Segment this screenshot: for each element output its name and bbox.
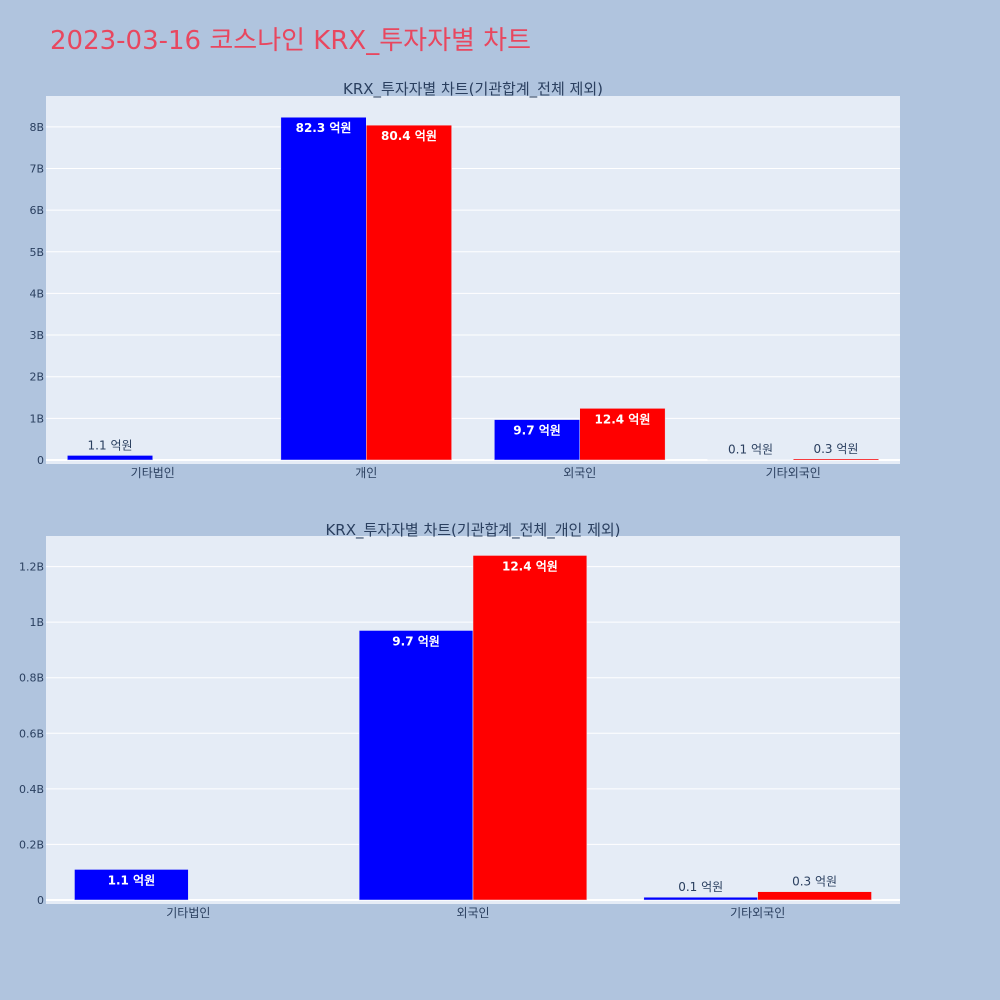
data-label: 0.1 억원: [678, 880, 723, 894]
data-label: 0.3 억원: [813, 442, 858, 456]
y-tick-label: 0.2B: [19, 838, 44, 851]
data-label: 9.7 억원: [392, 634, 440, 648]
bar: [643, 896, 758, 901]
data-label: 0.1 억원: [728, 443, 773, 457]
bar: [757, 891, 872, 901]
y-tick-label: 0: [37, 454, 44, 467]
y-tick-label: 6B: [29, 204, 44, 217]
data-label: 1.1 억원: [108, 873, 156, 887]
y-tick-label: 1.2B: [19, 561, 44, 574]
chart-title: KRX_투자자별 차트(기관합계_전체_개인 제외): [325, 521, 620, 540]
bar: [579, 408, 666, 461]
chart-1: 0 1B 2B 3B 4B 5B 6B 7B 8B KRX_투자자별 차트(기관합계_전체 제외)…: [29, 80, 900, 480]
plot-area: [46, 96, 900, 464]
data-label: 80.4 억원: [381, 129, 437, 143]
y-tick-label: 2B: [29, 371, 44, 384]
bar: [74, 869, 189, 901]
x-tick-label: 기타외국인: [730, 906, 785, 920]
x-tick-label: 외국인: [456, 906, 489, 920]
x-tick-label: 기타외국인: [766, 466, 821, 480]
y-tick-label: 0: [37, 894, 44, 907]
page-title: 2023-03-16 코스나인 KRX_투자자별 차트: [50, 26, 532, 56]
y-tick-label: 0.6B: [19, 727, 44, 740]
bar: [67, 455, 153, 461]
bar: [366, 124, 452, 461]
bar: [793, 458, 879, 461]
x-tick-label: 외국인: [563, 466, 596, 480]
bar: [358, 630, 474, 901]
data-label: 12.4 억원: [595, 412, 651, 426]
y-tick-label: 0.8B: [19, 672, 44, 685]
bar: [494, 419, 581, 461]
chart-2: 0 0.2B 0.4B 0.6B 0.8B 1B 1.2B KRX_투자자별 차트(기관합계_…: [19, 521, 900, 920]
data-label: 9.7 억원: [513, 424, 561, 438]
y-tick-label: 7B: [29, 162, 44, 175]
x-tick-label: 기타법인: [131, 466, 175, 480]
bar: [280, 116, 367, 461]
y-tick-label: 8B: [29, 121, 44, 134]
data-label: 1.1 억원: [88, 438, 133, 452]
y-tick-label: 3B: [29, 329, 44, 342]
data-label: 0.3 억원: [792, 875, 837, 889]
y-tick-label: 4B: [29, 287, 44, 300]
chart-title: KRX_투자자별 차트(기관합계_전체 제외): [343, 80, 603, 99]
data-label: 82.3 억원: [296, 121, 352, 135]
y-tick-label: 1B: [29, 616, 44, 629]
data-label: 12.4 억원: [502, 559, 558, 573]
y-tick-label: 0.4B: [19, 783, 44, 796]
y-tick-label: 1B: [29, 412, 44, 425]
x-tick-label: 개인: [355, 466, 377, 480]
y-tick-label: 5B: [29, 246, 44, 259]
x-tick-label: 기타법인: [166, 906, 210, 920]
bar: [472, 555, 588, 901]
